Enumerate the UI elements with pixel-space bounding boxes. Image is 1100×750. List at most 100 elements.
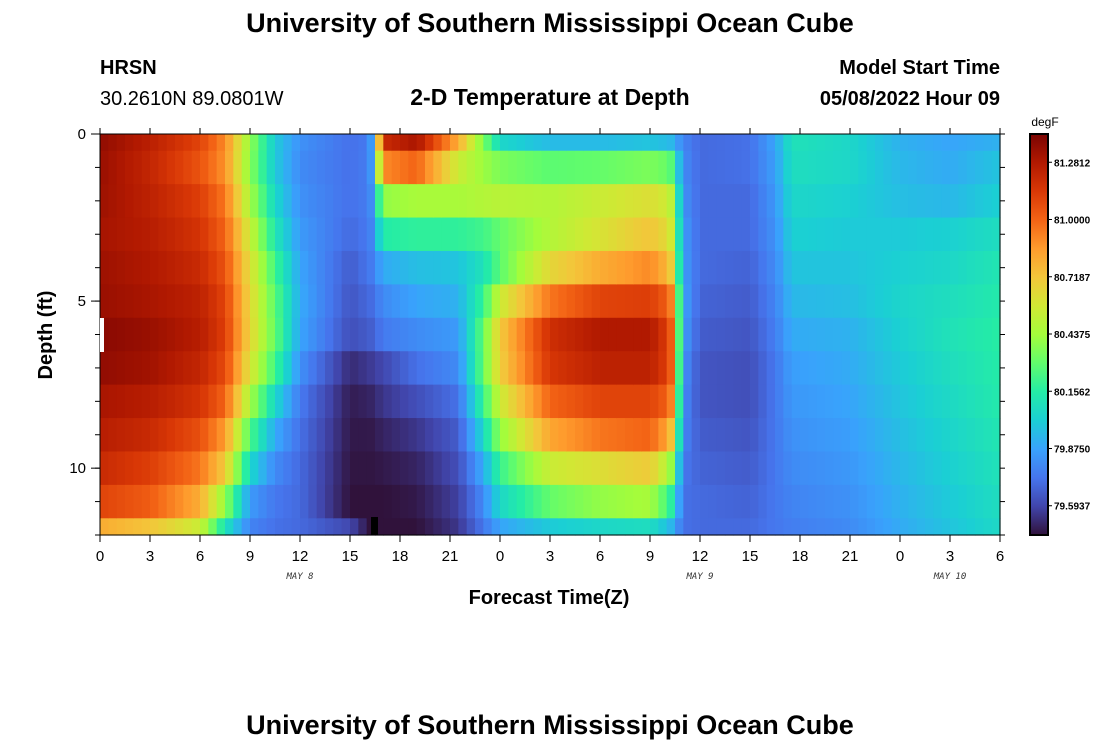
heatmap-cell xyxy=(600,351,609,386)
heatmap-cell xyxy=(725,484,734,519)
heatmap-cell xyxy=(833,184,843,219)
heatmap-cell xyxy=(791,250,801,285)
heatmap-cell xyxy=(550,134,559,152)
heatmap-cell xyxy=(858,250,868,285)
heatmap-cell xyxy=(916,518,926,536)
heatmap-cell xyxy=(108,451,118,486)
heatmap-cell xyxy=(708,484,718,519)
heatmap-cell xyxy=(708,518,718,536)
heatmap-cell xyxy=(233,518,243,536)
heatmap-cell xyxy=(991,484,1001,519)
heatmap-cell xyxy=(541,134,551,152)
heatmap-cell xyxy=(333,184,343,219)
heatmap-cell xyxy=(983,418,993,453)
heatmap-cell xyxy=(191,284,201,319)
heatmap-cell xyxy=(916,284,926,319)
heatmap-cell xyxy=(983,134,993,152)
heatmap-cell xyxy=(733,184,743,219)
heatmap-cell xyxy=(541,484,551,519)
heatmap-cell xyxy=(416,484,426,519)
heatmap-cell xyxy=(916,351,926,386)
heatmap-cell xyxy=(491,134,501,152)
heatmap-cell xyxy=(658,418,668,453)
heatmap-cell xyxy=(825,518,834,536)
heatmap-cell xyxy=(141,217,151,252)
heatmap-cell xyxy=(441,217,451,252)
heatmap-cell xyxy=(758,150,768,185)
heatmap-cell xyxy=(183,184,193,219)
heatmap-cell xyxy=(183,134,193,152)
heatmap-cell xyxy=(741,351,751,386)
heatmap-cell xyxy=(433,518,443,536)
heatmap-cell xyxy=(191,518,201,536)
heatmap-cell xyxy=(950,384,959,419)
heatmap-cell xyxy=(433,451,443,486)
heatmap-cell xyxy=(616,217,626,252)
heatmap-cell xyxy=(158,317,168,352)
heatmap-cell xyxy=(475,351,484,386)
heatmap-cell xyxy=(675,184,684,219)
heatmap-cell xyxy=(991,317,1001,352)
heatmap-cell xyxy=(250,217,259,252)
heatmap-cell xyxy=(125,217,134,252)
heatmap-cell xyxy=(283,451,293,486)
heatmap-cell xyxy=(908,217,918,252)
heatmap-cell xyxy=(525,351,534,386)
heatmap-cell xyxy=(466,217,476,252)
heatmap-cell xyxy=(700,518,709,536)
heatmap-cell xyxy=(575,150,584,185)
heatmap-cell xyxy=(683,484,693,519)
heatmap-cell xyxy=(116,451,126,486)
heatmap-cell xyxy=(575,184,584,219)
heatmap-cell xyxy=(583,351,593,386)
heatmap-cell xyxy=(691,484,701,519)
heatmap-cell xyxy=(366,284,376,319)
heatmap-cell xyxy=(291,317,301,352)
heatmap-cell xyxy=(591,451,601,486)
heatmap-cell xyxy=(250,418,259,453)
heatmap-cell xyxy=(241,518,251,536)
heatmap-cell xyxy=(158,484,168,519)
heatmap-cell xyxy=(608,351,618,386)
colorbar-label: 81.2812 xyxy=(1054,158,1091,169)
heatmap-cell xyxy=(891,150,901,185)
heatmap-cell xyxy=(616,134,626,152)
heatmap-cell xyxy=(441,384,451,419)
heatmap-cell xyxy=(383,217,393,252)
heatmap-cell xyxy=(933,384,943,419)
heatmap-cell xyxy=(583,418,593,453)
heatmap-cell xyxy=(325,418,334,453)
heatmap-cell xyxy=(541,284,551,319)
heatmap-cell xyxy=(483,284,493,319)
heatmap-cell xyxy=(641,484,651,519)
heatmap-cell xyxy=(633,351,643,386)
heatmap-cell xyxy=(358,284,368,319)
heatmap-cell xyxy=(458,484,468,519)
heatmap-cell xyxy=(100,217,109,252)
heatmap-cell xyxy=(841,384,851,419)
heatmap-cell xyxy=(341,150,351,185)
heatmap-cell xyxy=(625,418,634,453)
heatmap-cell xyxy=(566,250,576,285)
heatmap-cell xyxy=(225,484,234,519)
heatmap-cell xyxy=(733,384,743,419)
heatmap-cell xyxy=(333,418,343,453)
heatmap-cell xyxy=(958,284,968,319)
heatmap-cell xyxy=(383,134,393,152)
heatmap-cell xyxy=(725,184,734,219)
heatmap-cell xyxy=(100,418,109,453)
heatmap-cell xyxy=(841,518,851,536)
heatmap-cell xyxy=(141,250,151,285)
heatmap-cell xyxy=(691,250,701,285)
heatmap-cell xyxy=(200,351,209,386)
heatmap-cell xyxy=(308,317,318,352)
heatmap-cell xyxy=(133,451,143,486)
heatmap-cell xyxy=(566,484,576,519)
heatmap-cell xyxy=(850,418,859,453)
heatmap-cell xyxy=(175,418,184,453)
heatmap-cell xyxy=(683,451,693,486)
heatmap-cell xyxy=(958,518,968,536)
heatmap-cell xyxy=(616,418,626,453)
heatmap-cell xyxy=(408,250,418,285)
heatmap-cell xyxy=(600,134,609,152)
